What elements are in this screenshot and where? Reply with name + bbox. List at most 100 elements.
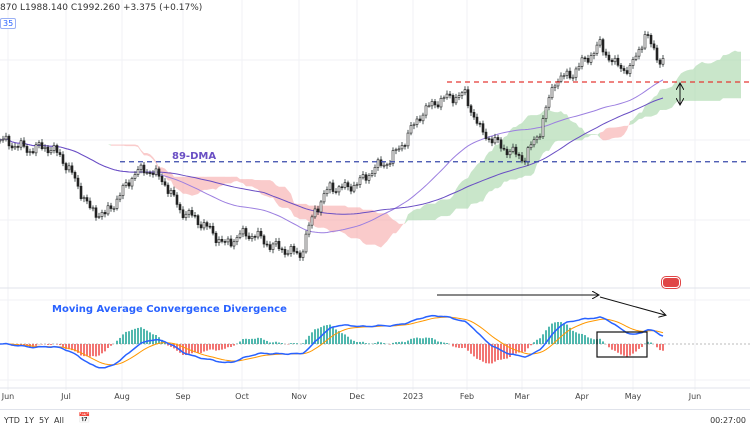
macd-histogram-bar xyxy=(86,344,88,356)
macd-histogram-bar xyxy=(428,338,430,344)
candle-body xyxy=(425,106,427,115)
ichimoku-cloud-segment xyxy=(660,89,663,110)
macd-histogram-bar xyxy=(368,343,370,344)
macd-histogram-bar xyxy=(473,344,475,356)
candle-body xyxy=(248,236,250,239)
candle-body xyxy=(152,173,154,174)
candle-body xyxy=(95,208,97,218)
ichimoku-cloud-segment xyxy=(366,210,369,245)
ichimoku-cloud-segment xyxy=(351,207,354,238)
candle-body xyxy=(14,146,16,147)
chart-canvas[interactable] xyxy=(0,0,750,408)
candle-body xyxy=(332,183,334,192)
ichimoku-cloud-segment xyxy=(612,127,615,138)
candle-body xyxy=(509,151,511,154)
ichimoku-cloud-segment xyxy=(507,130,510,182)
ichimoku-cloud-segment xyxy=(276,185,279,206)
candle-body xyxy=(29,151,31,152)
macd-histogram-bar xyxy=(437,342,439,344)
macd-histogram-bar xyxy=(461,344,463,348)
candle-body xyxy=(347,183,349,187)
ichimoku-cloud-segment xyxy=(615,127,618,138)
calendar-icon[interactable]: 📅 xyxy=(78,413,90,424)
ichimoku-cloud-segment xyxy=(714,60,717,101)
candle-body xyxy=(131,178,133,186)
candle-body xyxy=(350,187,352,191)
macd-histogram-bar xyxy=(281,343,283,344)
x-tick-label: Jun xyxy=(2,392,15,401)
ichimoku-cloud-segment xyxy=(81,138,84,139)
candle-body xyxy=(245,228,247,236)
range-5y[interactable]: 5Y xyxy=(39,416,49,425)
candle-body xyxy=(212,226,214,233)
range-ytd[interactable]: YTD xyxy=(4,416,20,425)
candle-body xyxy=(11,146,13,148)
candle-body xyxy=(428,106,430,107)
macd-histogram-bar xyxy=(548,327,550,344)
ichimoku-cloud-segment xyxy=(462,179,465,208)
ichimoku-cloud-segment xyxy=(417,209,420,220)
ichimoku-cloud-segment xyxy=(288,190,291,210)
range-all[interactable]: All xyxy=(54,416,64,425)
macd-histogram-bar xyxy=(578,334,580,344)
ichimoku-cloud-segment xyxy=(471,169,474,204)
ichimoku-cloud-segment xyxy=(324,206,327,229)
candle-body xyxy=(134,175,136,179)
candle-body xyxy=(566,71,568,75)
us-flag-icon[interactable] xyxy=(662,277,680,288)
candle-body xyxy=(548,98,550,107)
ichimoku-cloud-segment xyxy=(738,52,741,99)
indicator-tag[interactable]: 35 xyxy=(0,18,16,29)
macd-histogram-bar xyxy=(230,344,232,347)
macd-histogram-bar xyxy=(50,344,52,345)
ichimoku-cloud-segment xyxy=(426,204,429,220)
ichimoku-cloud-segment xyxy=(504,136,507,182)
candle-body xyxy=(65,163,67,169)
macd-histogram-bar xyxy=(632,344,634,354)
macd-histogram-bar xyxy=(209,344,211,350)
macd-histogram-bar xyxy=(257,338,259,344)
candle-body xyxy=(605,52,607,55)
candle-body xyxy=(158,169,160,176)
macd-histogram-bar xyxy=(485,344,487,363)
candle-body xyxy=(164,182,166,185)
candle-body xyxy=(422,115,424,121)
candle-body xyxy=(200,225,202,228)
ichimoku-cloud-segment xyxy=(579,127,582,140)
candle-body xyxy=(335,192,337,193)
candle-body xyxy=(32,151,34,152)
ichimoku-cloud-segment xyxy=(147,153,150,157)
macd-histogram-bar xyxy=(659,344,661,350)
macd-histogram-bar xyxy=(92,344,94,356)
candle-body xyxy=(494,137,496,142)
candle-body xyxy=(479,123,481,124)
ichimoku-cloud-segment xyxy=(177,177,180,191)
ichimoku-cloud-segment xyxy=(630,120,633,125)
macd-histogram-bar xyxy=(80,344,82,355)
ichimoku-cloud-segment xyxy=(285,187,288,208)
macd-histogram-bar xyxy=(152,334,154,344)
candle-body xyxy=(263,236,265,244)
candle-body xyxy=(467,90,469,106)
macd-histogram-bar xyxy=(488,344,490,363)
macd-histogram-bar xyxy=(590,338,592,344)
ichimoku-cloud-segment xyxy=(423,204,426,220)
candle-body xyxy=(629,66,631,74)
macd-histogram-bar xyxy=(233,344,235,346)
macd-histogram-bar xyxy=(203,344,205,352)
candle-body xyxy=(452,95,454,102)
ichimoku-cloud-segment xyxy=(273,182,276,203)
range-1y[interactable]: 1Y xyxy=(24,416,34,425)
candle-body xyxy=(290,246,292,253)
macd-histogram-bar xyxy=(251,339,253,344)
ichimoku-cloud-segment xyxy=(378,213,381,247)
candle-body xyxy=(77,178,79,186)
macd-histogram-bar xyxy=(662,344,664,351)
candle-body xyxy=(401,145,403,148)
ichimoku-cloud-segment xyxy=(207,177,210,190)
candle-body xyxy=(254,236,256,237)
macd-histogram-bar xyxy=(62,344,64,347)
candle-body xyxy=(500,140,502,148)
ichimoku-cloud-segment xyxy=(405,214,408,223)
candle-body xyxy=(377,160,379,167)
